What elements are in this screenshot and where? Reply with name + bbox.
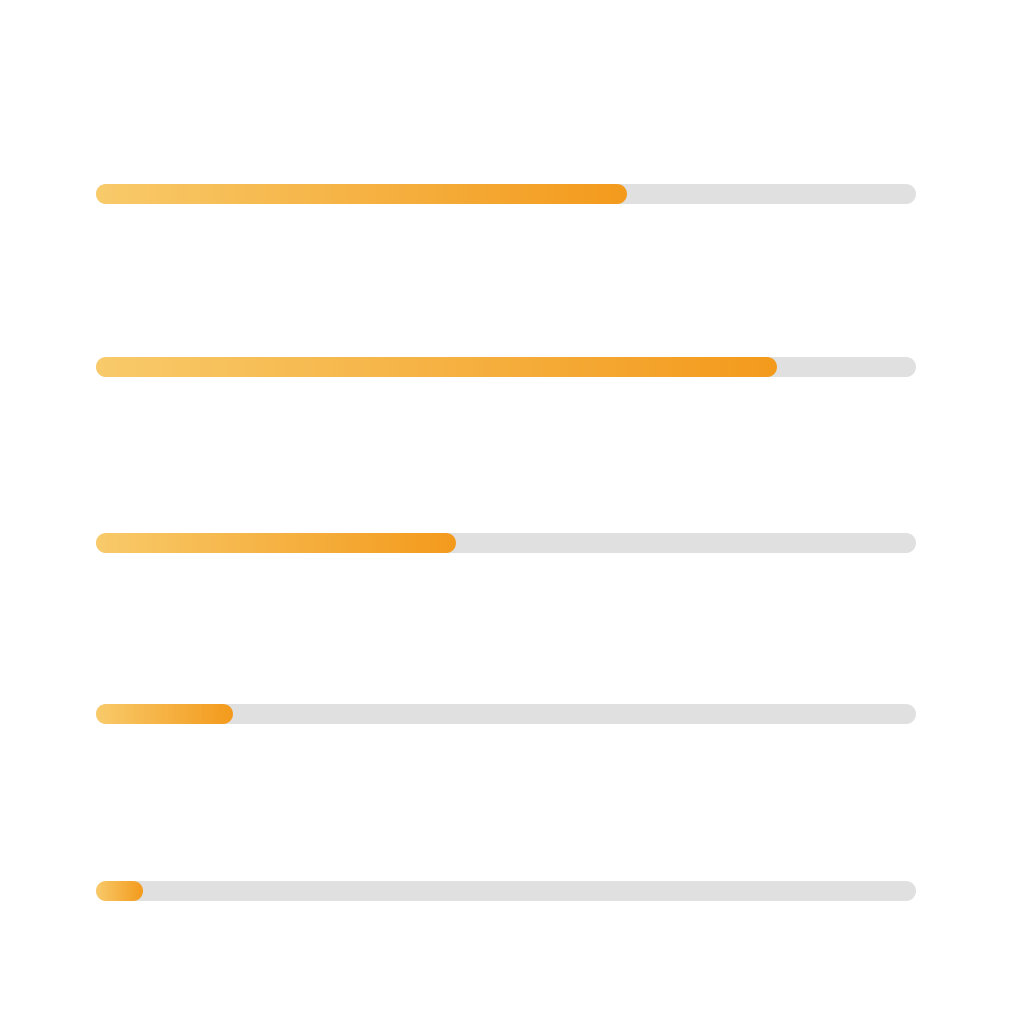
progress-bar-2-fill <box>96 357 777 377</box>
progress-bar-5-fill <box>96 881 143 901</box>
progress-bar-4-fill <box>96 704 233 724</box>
progress-bar-2 <box>96 357 916 377</box>
progress-bar-5 <box>96 881 916 901</box>
progress-bar-4 <box>96 704 916 724</box>
progress-bar-3-fill <box>96 533 456 553</box>
progress-bar-1-fill <box>96 184 627 204</box>
progress-bar-1 <box>96 184 916 204</box>
progress-bar-3 <box>96 533 916 553</box>
